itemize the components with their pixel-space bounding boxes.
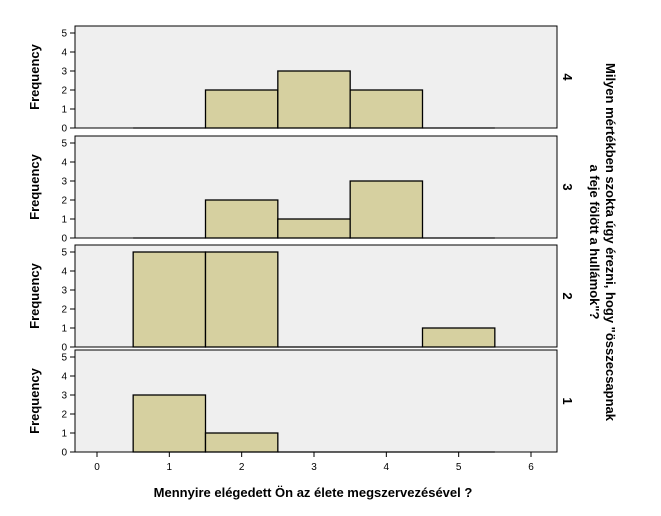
x-tick-label: 6	[528, 462, 534, 473]
x-tick-label: 2	[239, 462, 245, 473]
histogram-bar	[277, 218, 351, 239]
y-tick-label: 0	[61, 343, 67, 354]
y-axis-title: Frequency	[27, 43, 42, 110]
facet-title-line-1: Milyen mértékben szokta úgy érezni, hogy…	[603, 63, 618, 422]
histogram-bar	[277, 70, 351, 129]
facet-label: 1	[560, 397, 575, 404]
x-tick-label: 1	[167, 462, 173, 473]
y-tick-label: 5	[61, 353, 67, 364]
x-axis: 0 1 2 3 4 5 6	[94, 452, 534, 473]
panel-facet-1: 0 1 2 3 4 5 Frequency 1	[27, 349, 575, 459]
y-tick-label: 5	[61, 139, 67, 150]
y-tick-label: 1	[61, 429, 67, 440]
y-tick-label: 5	[61, 248, 67, 259]
panel-facet-2: 0 1 2 3 4 5 Frequency 2	[27, 244, 575, 354]
y-tick-label: 3	[61, 391, 67, 402]
facet-title-line-2: a feje fölött a hullámok"?	[587, 165, 602, 320]
y-tick-label: 1	[61, 324, 67, 335]
y-tick-label: 3	[61, 286, 67, 297]
histogram-bar	[204, 251, 279, 348]
y-axis-title: Frequency	[27, 153, 42, 220]
facet-label: 2	[560, 292, 575, 299]
facet-label: 3	[560, 183, 575, 190]
histogram-bar	[349, 180, 424, 239]
histogram-bar	[132, 394, 207, 453]
y-tick-label: 2	[61, 305, 67, 316]
x-tick-label: 3	[311, 462, 317, 473]
x-tick-label: 5	[456, 462, 462, 473]
y-tick-label: 0	[61, 234, 67, 245]
histogram-bar	[132, 251, 207, 348]
panel-facet-3: 0 1 2 3 4 5 Frequency 3	[27, 135, 575, 245]
y-tick-label: 3	[61, 67, 67, 78]
facet-variable-title: Milyen mértékben szokta úgy érezni, hogy…	[587, 63, 618, 422]
y-tick-label: 3	[61, 177, 67, 188]
y-tick-label: 4	[61, 48, 67, 59]
x-axis-title: Mennyire elégedett Ön az élete megszerve…	[154, 485, 473, 500]
y-tick-label: 2	[61, 86, 67, 97]
panel-facet-4: 0 1 2 3 4 5 Frequency 4	[27, 25, 575, 135]
y-tick-label: 4	[61, 372, 67, 383]
histogram-bar	[421, 327, 496, 348]
y-axis-title: Frequency	[27, 262, 42, 329]
histogram-bar	[204, 199, 279, 239]
y-tick-label: 1	[61, 105, 67, 116]
histogram-bar	[204, 432, 279, 453]
y-tick-label: 0	[61, 124, 67, 135]
histogram-bar	[204, 89, 279, 129]
x-tick-label: 0	[94, 462, 100, 473]
y-tick-label: 4	[61, 158, 67, 169]
y-tick-label: 5	[61, 29, 67, 40]
y-tick-label: 0	[61, 448, 67, 459]
y-axis-title: Frequency	[27, 367, 42, 434]
facet-label: 4	[560, 73, 575, 81]
y-tick-label: 4	[61, 267, 67, 278]
histogram-bar	[349, 89, 424, 129]
y-tick-label: 1	[61, 215, 67, 226]
y-tick-label: 2	[61, 196, 67, 207]
x-tick-label: 4	[384, 462, 390, 473]
y-tick-label: 2	[61, 410, 67, 421]
chart-panels: 0 1 2 3 4 5 Frequency 4 0 1 2 3 4 5 Frequency 3 0 1 2 3 4 5 Fr…	[27, 25, 575, 459]
